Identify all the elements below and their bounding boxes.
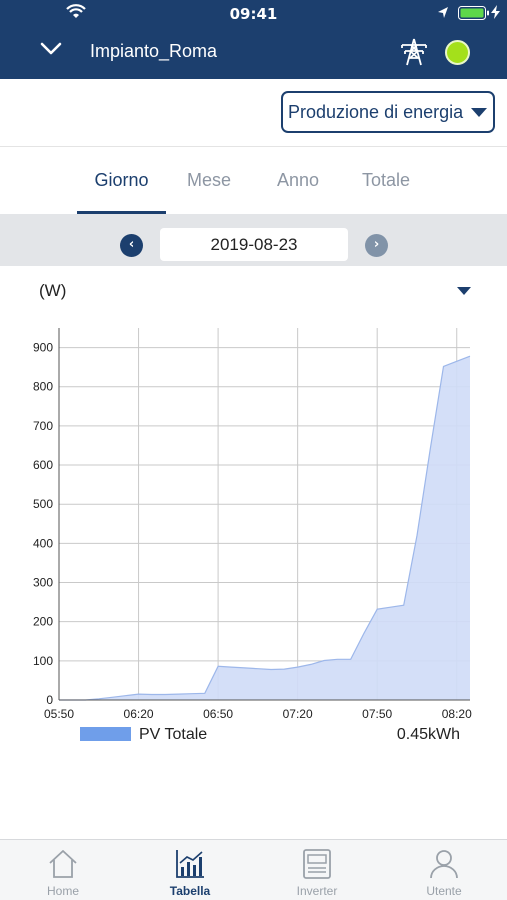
y-tick-label: 0: [46, 693, 53, 707]
tab-totale[interactable]: Totale: [361, 170, 411, 190]
power-grid-icon[interactable]: [398, 38, 430, 66]
status-time: 09:41: [229, 5, 278, 23]
legend-swatch: [80, 727, 131, 741]
legend-label: PV Totale: [139, 726, 208, 743]
energy-type-dropdown[interactable]: Produzione di energia: [281, 91, 495, 133]
battery-icon: [458, 6, 489, 20]
selector-row: Produzione di energia: [0, 79, 507, 147]
energy-total: 0.45kWh: [396, 726, 460, 743]
x-tick-label: 05:50: [44, 707, 74, 721]
user-icon: [430, 850, 458, 879]
date-navigator: ‹ 2019-08-23 ›: [0, 214, 507, 266]
x-tick-label: 06:20: [124, 707, 154, 721]
bottom-tab-tabella[interactable]: Tabella: [127, 840, 253, 900]
bottom-tab-home-label: Home: [46, 884, 79, 898]
chevron-right-icon[interactable]: ›: [365, 234, 388, 257]
x-tick-label: 06:50: [203, 707, 233, 721]
home-icon: [49, 850, 77, 878]
bottom-tab-home[interactable]: Home: [0, 840, 126, 900]
period-tabs: Giorno Mese Anno Totale: [0, 148, 507, 214]
wifi-icon: [66, 4, 86, 18]
bar-chart-icon: [176, 850, 204, 878]
power-chart: 0 100 200 300 400 500 600 700 800 900 05:50 06:20 06…: [33, 328, 472, 721]
bottom-tab-inverter-label: Inverter: [296, 884, 338, 898]
y-tick-label: 600: [33, 458, 53, 472]
bottom-tab-tabella-label: Tabella: [169, 884, 211, 898]
chevron-left-icon[interactable]: ‹: [120, 234, 143, 257]
energy-type-label: Produzione di energia: [288, 102, 464, 122]
unit-dropdown-caret-icon[interactable]: [457, 287, 471, 295]
y-tick-label: 900: [33, 341, 53, 355]
y-tick-label: 400: [33, 536, 53, 550]
y-tick-label: 300: [33, 576, 53, 590]
bottom-tab-utente-label: Utente: [426, 884, 462, 898]
charging-icon: [491, 5, 500, 19]
y-tick-label: 700: [33, 419, 53, 433]
x-tick-label: 07:20: [283, 707, 313, 721]
y-tick-label: 800: [33, 380, 53, 394]
inverter-icon: [303, 849, 331, 879]
date-picker[interactable]: 2019-08-23: [160, 228, 348, 261]
app-header: 09:41 Impianto_Roma: [0, 0, 507, 79]
bottom-tab-utente[interactable]: Utente: [381, 840, 507, 900]
x-tick-label: 07:50: [362, 707, 392, 721]
y-tick-label: 200: [33, 615, 53, 629]
bottom-tab-bar: Home Tabella Inverter: [0, 839, 507, 900]
bottom-tab-inverter[interactable]: Inverter: [254, 840, 380, 900]
location-arrow-icon: [438, 7, 448, 18]
series-line-pv-totale: [59, 355, 471, 701]
y-tick-label: 100: [33, 654, 53, 668]
tab-giorno[interactable]: Giorno: [77, 148, 166, 214]
x-tick-label: 08:20: [442, 707, 472, 721]
status-indicator: [445, 40, 470, 65]
tab-anno[interactable]: Anno: [276, 170, 320, 190]
plant-name[interactable]: Impianto_Roma: [90, 41, 218, 61]
tab-mese[interactable]: Mese: [186, 170, 231, 190]
series-area-pv-totale: [59, 356, 470, 700]
caret-down-icon: [471, 108, 487, 117]
chevron-down-icon[interactable]: [40, 42, 62, 56]
y-tick-label: 500: [33, 497, 53, 511]
chart-unit-label: (W): [39, 281, 67, 300]
